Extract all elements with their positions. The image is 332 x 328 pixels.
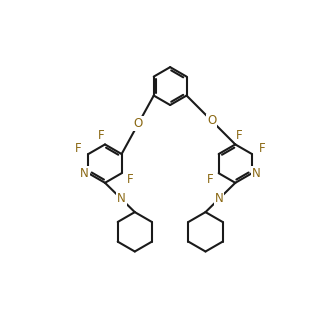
Text: N: N xyxy=(214,193,223,205)
Text: N: N xyxy=(117,193,126,205)
Text: F: F xyxy=(207,173,213,186)
Text: O: O xyxy=(134,117,143,130)
Text: N: N xyxy=(80,167,89,180)
Text: F: F xyxy=(127,173,133,186)
Text: N: N xyxy=(252,167,260,180)
Text: F: F xyxy=(259,142,266,155)
Text: F: F xyxy=(98,129,105,142)
Text: F: F xyxy=(75,142,81,155)
Text: O: O xyxy=(207,114,216,128)
Text: F: F xyxy=(236,129,242,142)
